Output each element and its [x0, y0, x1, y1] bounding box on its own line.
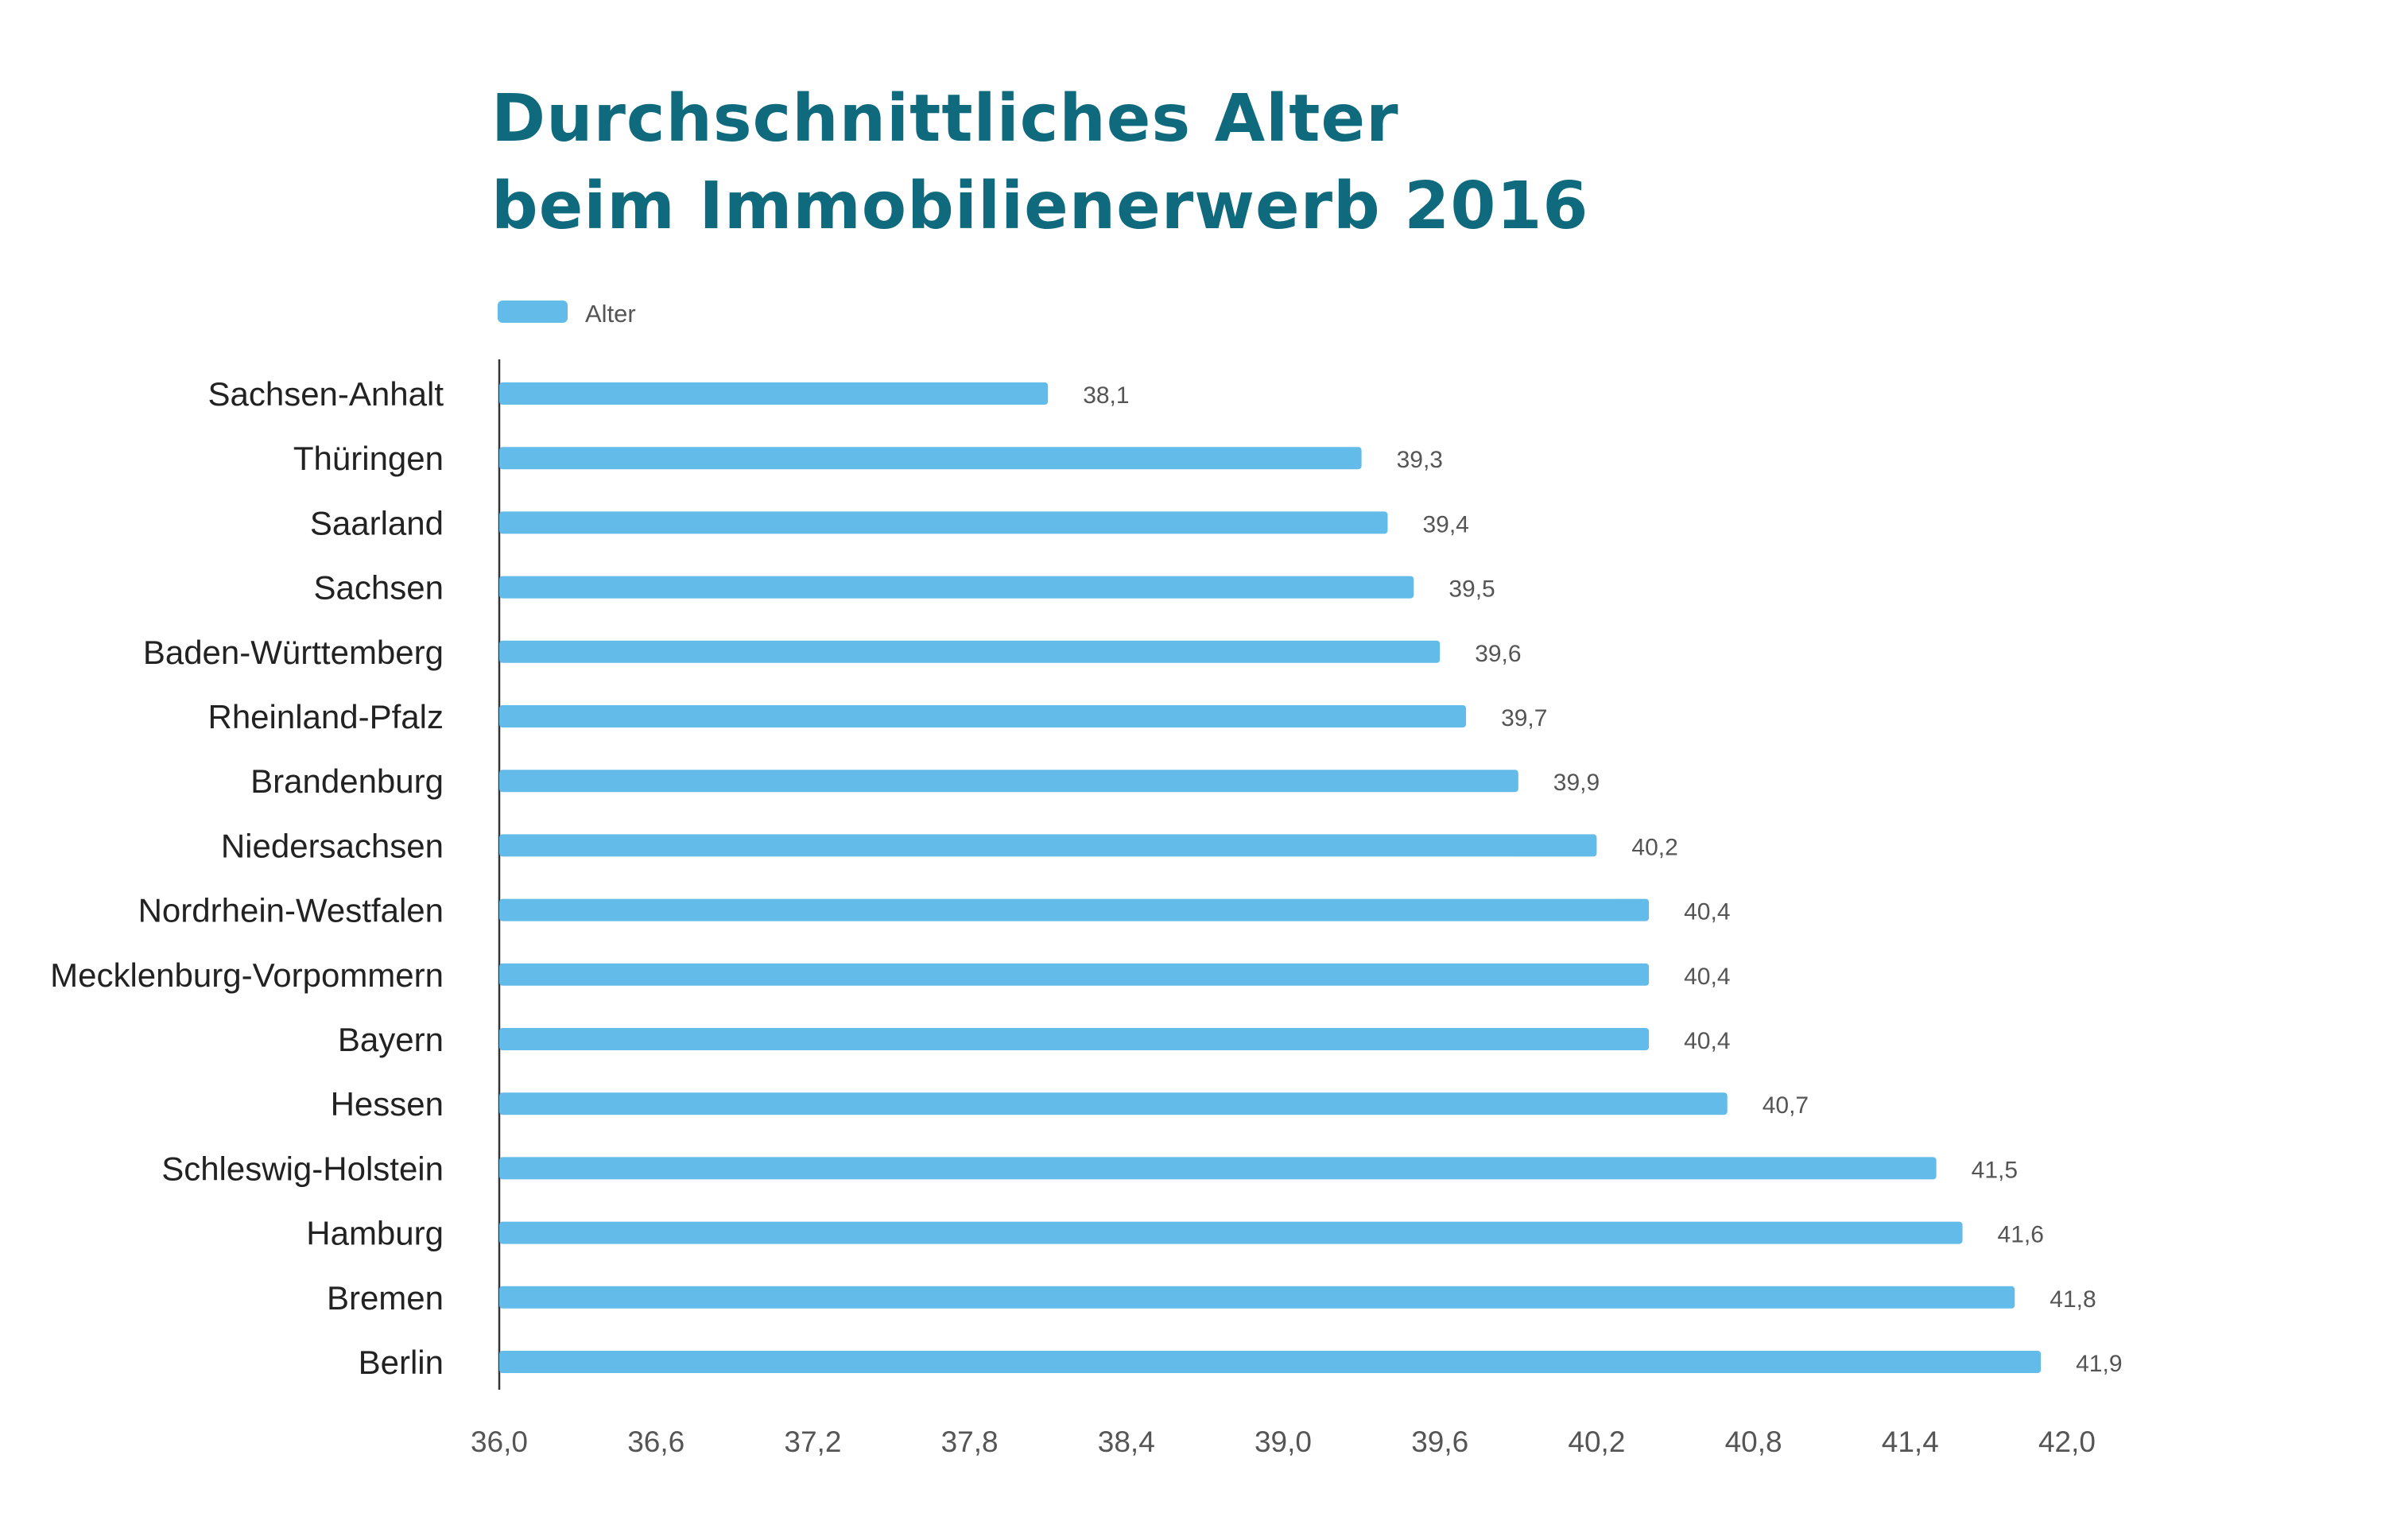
bar	[499, 640, 1441, 663]
bar	[499, 447, 1362, 470]
y-tick-label: Bremen	[327, 1279, 444, 1317]
data-label: 41,9	[2076, 1351, 2122, 1377]
data-label: 39,3	[1397, 447, 1443, 473]
data-label: 39,9	[1553, 770, 1600, 796]
bar	[499, 1157, 1937, 1180]
y-tick-label: Bayern	[338, 1021, 444, 1058]
data-label: 41,5	[1972, 1157, 2018, 1183]
bar	[499, 898, 1650, 921]
y-tick-label: Niedersachsen	[221, 827, 444, 864]
data-label: 41,8	[2050, 1286, 2096, 1313]
x-tick-label: 36,6	[627, 1426, 684, 1458]
data-label: 39,4	[1422, 511, 1468, 537]
legend-swatch	[498, 301, 568, 323]
bar	[499, 1286, 2015, 1309]
data-label: 39,5	[1448, 576, 1495, 603]
x-axis-tick-labels: 36,0 36,6 37,2 37,8 38,4 39,0 39,6 40,2 40,8 41,4…	[471, 1426, 2096, 1458]
y-tick-label: Hamburg	[306, 1215, 444, 1252]
bar	[499, 1092, 1728, 1115]
legend: Alter	[498, 300, 636, 328]
data-labels: 38,1 39,3 39,4 39,5 39,6 39,7 39,9 40,2 40,4 40,4…	[1083, 382, 2122, 1377]
data-label: 38,1	[1083, 382, 1129, 409]
bar	[499, 1221, 1963, 1244]
bar	[499, 705, 1467, 727]
bar	[499, 1351, 2042, 1373]
x-tick-label: 37,2	[784, 1426, 841, 1458]
data-label: 40,4	[1684, 899, 1730, 925]
data-label: 41,6	[1998, 1222, 2044, 1248]
x-tick-label: 40,8	[1725, 1426, 1782, 1458]
x-tick-label: 38,4	[1098, 1426, 1155, 1458]
bar	[499, 382, 1049, 405]
chart-title-line-1: Durchschnittliches Alter	[491, 81, 1399, 157]
bar	[499, 963, 1650, 986]
x-tick-label: 39,0	[1255, 1426, 1312, 1458]
y-tick-label: Schleswig-Holstein	[161, 1150, 444, 1187]
data-label: 39,6	[1475, 641, 1521, 667]
bar	[499, 770, 1518, 793]
data-label: 40,2	[1631, 834, 1677, 860]
y-tick-label: Berlin	[359, 1344, 444, 1381]
y-tick-label: Sachsen-Anhalt	[207, 375, 444, 413]
x-tick-label: 36,0	[471, 1426, 528, 1458]
y-tick-label: Saarland	[310, 504, 444, 541]
y-tick-label: Nordrhein-Westfalen	[138, 892, 444, 929]
y-axis-tick-labels: Sachsen-Anhalt Thüringen Saarland Sachsen Ba…	[50, 375, 444, 1381]
data-label: 40,4	[1684, 1028, 1730, 1054]
x-tick-label: 41,4	[1882, 1426, 1939, 1458]
x-tick-label: 39,6	[1411, 1426, 1468, 1458]
legend-label: Alter	[585, 300, 636, 328]
y-tick-label: Rheinland-Pfalz	[207, 698, 444, 735]
y-tick-label: Mecklenburg-Vorpommern	[50, 956, 444, 994]
chart-title: Durchschnittliches Alter beim Immobilien…	[491, 76, 1588, 250]
data-label: 40,4	[1684, 964, 1730, 990]
x-tick-label: 42,0	[2038, 1426, 2096, 1458]
y-tick-label: Brandenburg	[250, 762, 444, 800]
y-tick-label: Hessen	[331, 1085, 444, 1123]
data-label: 40,7	[1763, 1092, 1809, 1119]
y-tick-label: Thüringen	[293, 440, 444, 477]
data-label: 39,7	[1501, 705, 1547, 731]
bar	[499, 576, 1414, 599]
y-tick-label: Sachsen	[314, 569, 444, 607]
chart-title-line-2: beim Immobilienerwerb 2016	[491, 169, 1589, 244]
x-tick-label: 37,8	[941, 1426, 999, 1458]
bars	[499, 382, 2042, 1373]
bar	[499, 1028, 1650, 1050]
bar	[499, 834, 1597, 857]
y-tick-label: Baden-Württemberg	[143, 634, 444, 671]
x-tick-label: 40,2	[1568, 1426, 1625, 1458]
bar	[499, 511, 1388, 534]
